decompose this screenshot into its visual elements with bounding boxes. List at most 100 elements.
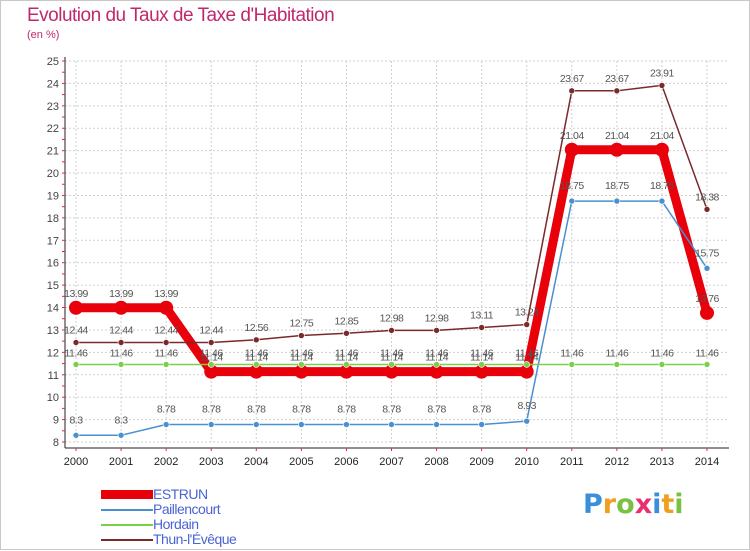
data-point [207, 361, 215, 368]
data-label: 12.75 [289, 318, 313, 330]
data-point [72, 361, 80, 368]
x-tick-label: 2007 [379, 456, 403, 468]
logo-letter: t [661, 489, 675, 520]
data-label: 11.46 [380, 347, 404, 359]
data-point [159, 300, 174, 315]
data-label: 11.46 [110, 347, 134, 359]
x-tick-label: 2004 [244, 456, 268, 468]
data-point [72, 339, 80, 346]
legend-item: Paillencourt [101, 501, 331, 517]
legend-swatch [101, 490, 153, 499]
data-label: 12.44 [154, 324, 178, 336]
data-point [252, 336, 260, 344]
data-point [700, 305, 714, 320]
data-label: 8.3 [115, 414, 129, 426]
legend-swatch [101, 509, 153, 511]
data-label: 13.24 [515, 307, 539, 319]
data-point [478, 421, 485, 428]
data-label: 11.46 [245, 347, 269, 359]
x-tick-label: 2012 [605, 456, 629, 468]
data-point [568, 87, 576, 95]
data-point [568, 361, 576, 368]
data-label: 11.46 [335, 347, 359, 359]
data-point [162, 339, 170, 346]
data-label: 11.46 [515, 347, 539, 359]
data-point [343, 421, 350, 428]
data-point [207, 421, 215, 428]
y-tick-label: 8 [53, 437, 59, 449]
x-tick-label: 2006 [334, 456, 358, 468]
data-label: 11.14 [470, 352, 494, 364]
legend-label: Paillencourt [153, 501, 221, 517]
x-tick-label: 2008 [424, 456, 448, 468]
data-label: 15.75 [695, 247, 719, 259]
chart-legend: ESTRUN Paillencourt Hordain Thun-l'Évêque [101, 486, 331, 547]
data-label: 23.91 [650, 67, 674, 79]
x-tick-label: 2000 [64, 456, 88, 468]
data-point [117, 431, 125, 439]
y-axis-unit-label: (en %) [27, 29, 60, 41]
x-tick-label: 2014 [695, 456, 719, 468]
data-label: 12.44 [109, 324, 133, 336]
data-point [609, 142, 624, 157]
x-tick-label: 2013 [650, 456, 674, 468]
data-point [162, 361, 170, 368]
data-label: 8.78 [427, 404, 446, 416]
data-point [384, 364, 399, 379]
data-label: 11.14 [290, 352, 314, 364]
data-label: 11.46 [155, 347, 179, 359]
data-label: 18.75 [605, 180, 629, 192]
data-label: 18.75 [650, 180, 674, 192]
y-tick-label: 18 [47, 213, 59, 225]
y-tick-label: 11 [48, 370, 59, 382]
data-label: 21.04 [650, 130, 674, 142]
data-label: 11.46 [200, 347, 224, 359]
data-point [294, 364, 309, 379]
data-point [703, 206, 711, 213]
data-point [343, 361, 350, 368]
data-label: 11.46 [560, 347, 584, 359]
data-point [298, 421, 305, 428]
x-tick-label: 2003 [199, 456, 223, 468]
y-tick-label: 14 [47, 303, 59, 315]
data-label: 21.04 [560, 130, 584, 142]
data-point [204, 364, 219, 379]
data-point [613, 87, 621, 95]
data-point [388, 327, 395, 334]
data-point [252, 421, 260, 428]
data-point [658, 197, 666, 205]
data-label: 12.44 [199, 324, 223, 336]
data-point [568, 197, 576, 205]
data-point [523, 417, 531, 425]
y-tick-label: 13 [47, 325, 59, 337]
x-tick-label: 2002 [154, 456, 178, 468]
data-point [613, 361, 621, 368]
y-tick-label: 16 [47, 258, 59, 270]
logo-letter: x [634, 489, 653, 520]
data-label: 8.78 [292, 404, 311, 416]
legend-item: ESTRUN [101, 486, 331, 502]
data-label: 8.78 [337, 404, 356, 416]
data-label: 11.14 [425, 352, 449, 364]
data-point [523, 321, 531, 328]
y-tick-label: 20 [47, 168, 59, 180]
data-point [388, 421, 395, 428]
data-label: 11.46 [650, 347, 674, 359]
data-point [474, 364, 489, 379]
y-tick-label: 21 [47, 146, 59, 158]
data-point [658, 82, 666, 89]
data-point [117, 361, 125, 368]
x-tick-label: 2001 [109, 456, 133, 468]
data-label: 11.14 [335, 352, 359, 364]
data-label: 12.98 [425, 312, 449, 324]
data-point [69, 300, 83, 315]
data-point [703, 361, 711, 368]
data-point [613, 197, 621, 205]
data-point [564, 142, 579, 157]
data-label: 12.85 [335, 315, 359, 327]
logo-letter: r [602, 489, 617, 520]
data-point [433, 361, 440, 368]
legend-item: Hordain [101, 516, 331, 532]
